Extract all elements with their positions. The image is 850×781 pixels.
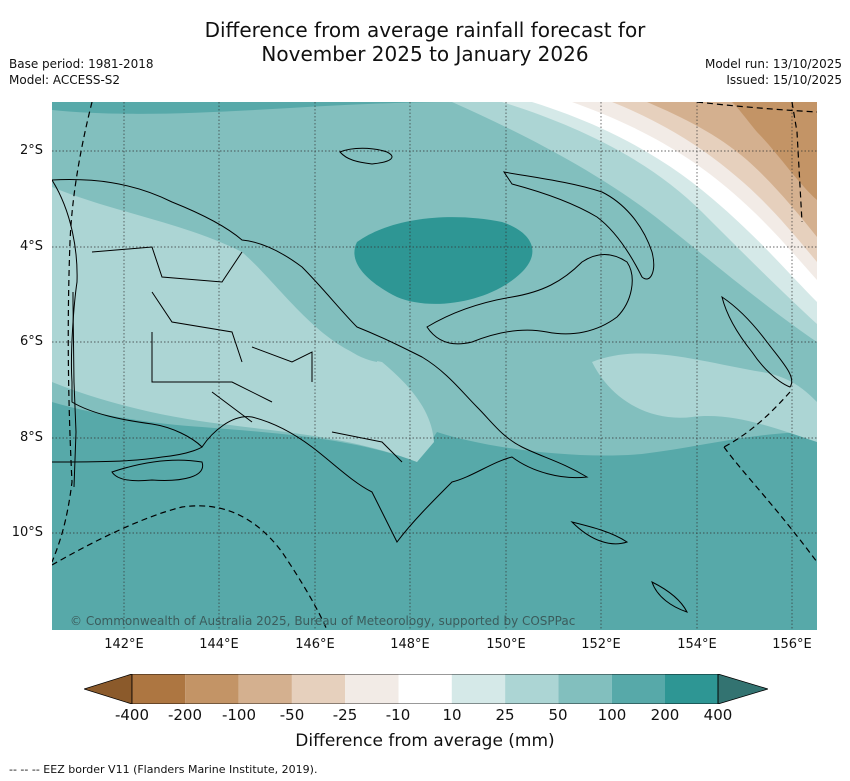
eez-footer-note: -- -- -- EEZ border V11 (Flanders Marine… [9,763,318,776]
colorbar-swatch-4 [291,674,346,704]
colorbar-swatch-10 [611,674,665,704]
colorbar [84,674,768,704]
lat-label-4s: 4°S [19,239,43,254]
lat-label-6s: 6°S [19,334,43,349]
island-se-2 [651,581,688,613]
meta-left: Base period: 1981-2018 Model: ACCESS-S2 [9,56,154,88]
colorbar-swatch-6 [398,674,452,704]
lon-label-154e: 154°E [677,637,717,652]
meta-right: Model run: 13/10/2025 Issued: 15/10/2025 [705,56,842,88]
title-line-2: November 2025 to January 2026 [261,42,589,66]
eez-north [696,102,817,113]
eez-west [52,102,93,563]
png-indonesia-border [72,292,77,488]
colorbar-label: Difference from average (mm) [295,731,555,751]
cape-york-coast [111,459,204,482]
colorbar-swatch-5 [345,674,399,704]
colorbar-swatch-8 [505,674,559,704]
new-britain-coast [426,254,633,345]
contour-25-50-east [592,353,817,442]
colorbar-swatch-7 [451,674,506,704]
lon-label-156e: 156°E [772,637,812,652]
colorbar-arrow-right [717,674,768,704]
lat-label-2s: 2°S [19,143,43,158]
coastlines [52,147,793,613]
eez-south [52,505,328,630]
lon-label-150e: 150°E [486,637,526,652]
model-name: Model: ACCESS-S2 [9,73,121,87]
new-guinea-coast [52,179,589,543]
contour-25-50-west [52,187,434,462]
islands-se [570,521,629,545]
lat-label-10s: 10°S [11,525,43,540]
bougainville-coast [721,295,793,388]
rainfall-map [52,102,817,630]
colorbar-swatch-2 [185,674,239,704]
map-svg [52,102,817,630]
eez-ne [791,102,803,223]
copyright-notice: © Commonwealth of Australia 2025, Bureau… [70,614,576,628]
lon-label-144e: 144°E [199,637,239,652]
lon-label-148e: 148°E [390,637,430,652]
colorbar-tick-7: 10 [442,706,462,724]
colorbar-tick-4: -50 [279,706,305,724]
colorbar-tick-8: 25 [495,706,515,724]
colorbar-tick-11: 200 [650,706,680,724]
base-period: Base period: 1981-2018 [9,57,154,71]
issued-date: Issued: 15/10/2025 [726,73,842,87]
colorbar-tick-12: 400 [703,706,733,724]
colorbar-tick-1: -400 [114,706,150,724]
eez-east-south [723,446,817,563]
province-borders [91,246,403,463]
colorbar-tick-2: -200 [167,706,203,724]
graticule [52,102,817,630]
lon-label-146e: 146°E [295,637,335,652]
eez-east [723,391,791,448]
colorbar-swatch-3 [238,674,292,704]
lon-label-142e: 142°E [104,637,144,652]
model-run: Model run: 13/10/2025 [704,57,842,71]
colorbar-tick-5: -25 [332,706,358,724]
lat-label-8s: 8°S [19,430,43,445]
colorbar-tick-3: -100 [221,706,257,724]
contour-200-400 [354,217,533,304]
south-coast [52,446,203,463]
new-ireland-coast [502,171,655,280]
map-title: Difference from average rainfall forecas… [0,18,850,66]
colorbar-arrow-left [84,674,133,704]
contour-patch-1 [317,302,378,362]
colorbar-frame [131,674,719,704]
colorbar-tick-9: 50 [548,706,568,724]
colorbar-swatch-1 [132,674,186,704]
colorbar-swatch-9 [558,674,612,704]
lon-label-152e: 152°E [581,637,621,652]
manus-coast [339,147,393,165]
colorbar-tick-6: -10 [385,706,411,724]
eez-borders [52,102,817,630]
colorbar-tick-10: 100 [597,706,627,724]
colorbar-swatch-11 [665,674,718,704]
title-line-1: Difference from average rainfall forecas… [204,18,646,42]
